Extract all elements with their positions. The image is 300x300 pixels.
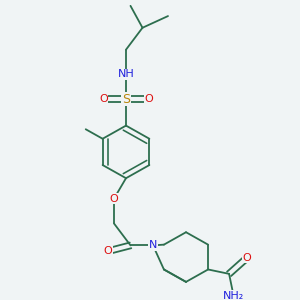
Text: N: N — [149, 240, 157, 250]
Text: NH: NH — [118, 70, 134, 80]
Text: O: O — [99, 94, 108, 104]
Text: O: O — [243, 253, 251, 263]
Text: O: O — [144, 94, 153, 104]
Text: O: O — [110, 194, 118, 204]
Text: O: O — [103, 246, 112, 256]
Text: S: S — [122, 93, 130, 106]
Text: NH₂: NH₂ — [223, 291, 244, 300]
